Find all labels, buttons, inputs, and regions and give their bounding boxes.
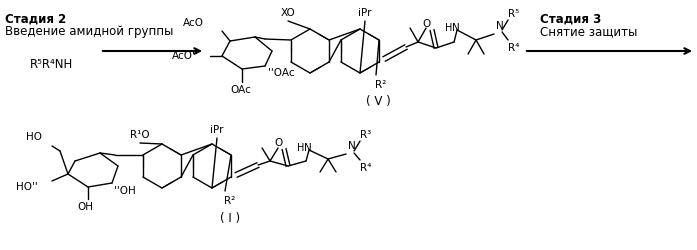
Text: AcO'': AcO'' xyxy=(172,51,199,61)
Text: R³: R³ xyxy=(360,130,372,140)
Text: R⁴: R⁴ xyxy=(360,162,372,172)
Text: ( V ): ( V ) xyxy=(366,94,390,108)
Text: N: N xyxy=(348,140,355,150)
Text: R²: R² xyxy=(224,195,236,205)
Text: N: N xyxy=(496,21,504,31)
Text: H: H xyxy=(445,23,452,33)
Text: ( I ): ( I ) xyxy=(220,211,240,224)
Text: H: H xyxy=(297,142,304,152)
Text: Снятие защиты: Снятие защиты xyxy=(540,25,637,38)
Text: R⁴: R⁴ xyxy=(508,43,519,53)
Text: iPr: iPr xyxy=(210,124,224,134)
Text: ''OH: ''OH xyxy=(114,185,136,195)
Text: R²: R² xyxy=(375,80,386,90)
Text: Стадия 3: Стадия 3 xyxy=(540,13,602,26)
Text: OAc: OAc xyxy=(231,85,252,94)
Text: O: O xyxy=(274,138,282,147)
Text: R¹O: R¹O xyxy=(130,130,150,140)
Text: ''OAc: ''OAc xyxy=(268,68,295,78)
Text: R⁵: R⁵ xyxy=(508,9,519,19)
Text: HO: HO xyxy=(26,132,42,141)
Text: XO: XO xyxy=(281,8,296,18)
Text: AcO: AcO xyxy=(183,18,204,28)
Text: HO'': HO'' xyxy=(16,181,38,191)
Text: Введение амидной группы: Введение амидной группы xyxy=(5,25,174,38)
Text: OH: OH xyxy=(77,201,93,211)
Text: N: N xyxy=(304,142,312,152)
Text: iPr: iPr xyxy=(358,8,372,18)
Text: R⁵R⁴NH: R⁵R⁴NH xyxy=(30,58,73,71)
Text: O: O xyxy=(422,19,430,29)
Text: Стадия 2: Стадия 2 xyxy=(5,13,66,26)
Text: N: N xyxy=(452,23,460,33)
